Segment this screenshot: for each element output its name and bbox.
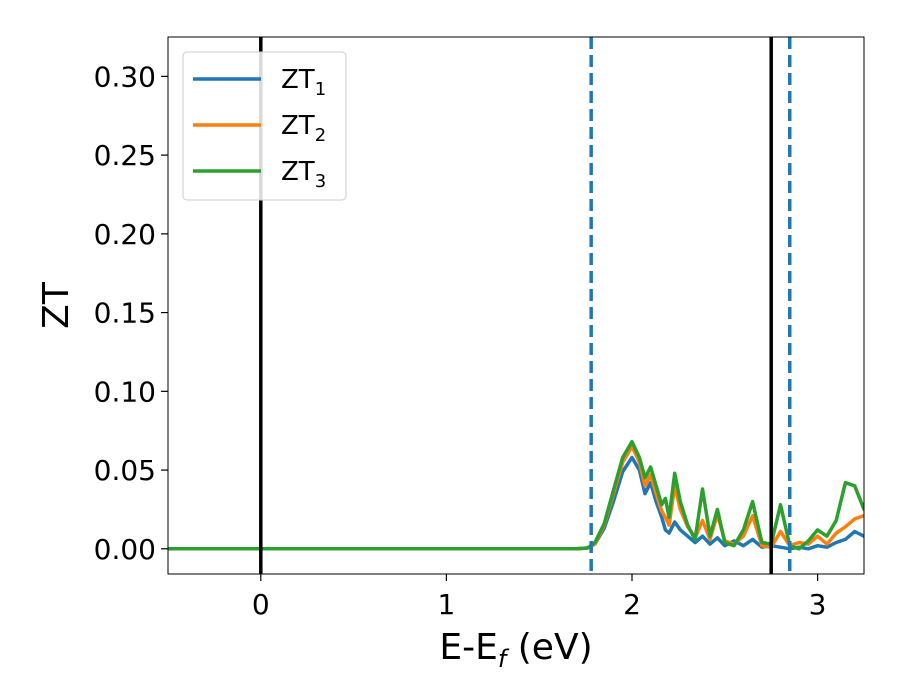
ticks: 0 1 2 3 0.00 0.05 0.10 0.15 0.20 0.25 0.30 <box>94 60 827 621</box>
x-axis-title: E-Ef (eV) <box>439 627 592 673</box>
x-tick-label: 3 <box>809 588 827 621</box>
legend-label-1: ZT1 <box>281 65 326 100</box>
x-tick-label: 2 <box>623 588 641 621</box>
y-tick-label: 0.10 <box>94 375 156 408</box>
x-axis-title-main: E-E <box>439 627 497 668</box>
y-axis-title: ZT <box>36 281 77 329</box>
y-tick-label: 0.05 <box>94 454 156 487</box>
y-tick-label: 0.20 <box>94 218 156 251</box>
y-tick-label: 0.25 <box>94 139 156 172</box>
x-tick-label: 1 <box>437 588 455 621</box>
y-tick-label: 0.00 <box>94 533 156 566</box>
legend-box <box>182 51 347 201</box>
y-tick-label: 0.30 <box>94 60 156 93</box>
y-tick-label: 0.15 <box>94 297 156 330</box>
legend-label-2: ZT2 <box>281 111 326 146</box>
series-layer <box>168 439 864 551</box>
series-line-1 <box>168 455 864 551</box>
series-line-3 <box>168 439 864 551</box>
legend-label-3: ZT3 <box>281 157 326 192</box>
legend: ZT1 ZT2 ZT3 <box>182 51 347 201</box>
x-axis-title-unit: (eV) <box>506 627 592 668</box>
legend-items: ZT1 ZT2 ZT3 <box>193 65 326 192</box>
x-tick-label: 0 <box>252 588 270 621</box>
plot-frame <box>167 36 865 575</box>
